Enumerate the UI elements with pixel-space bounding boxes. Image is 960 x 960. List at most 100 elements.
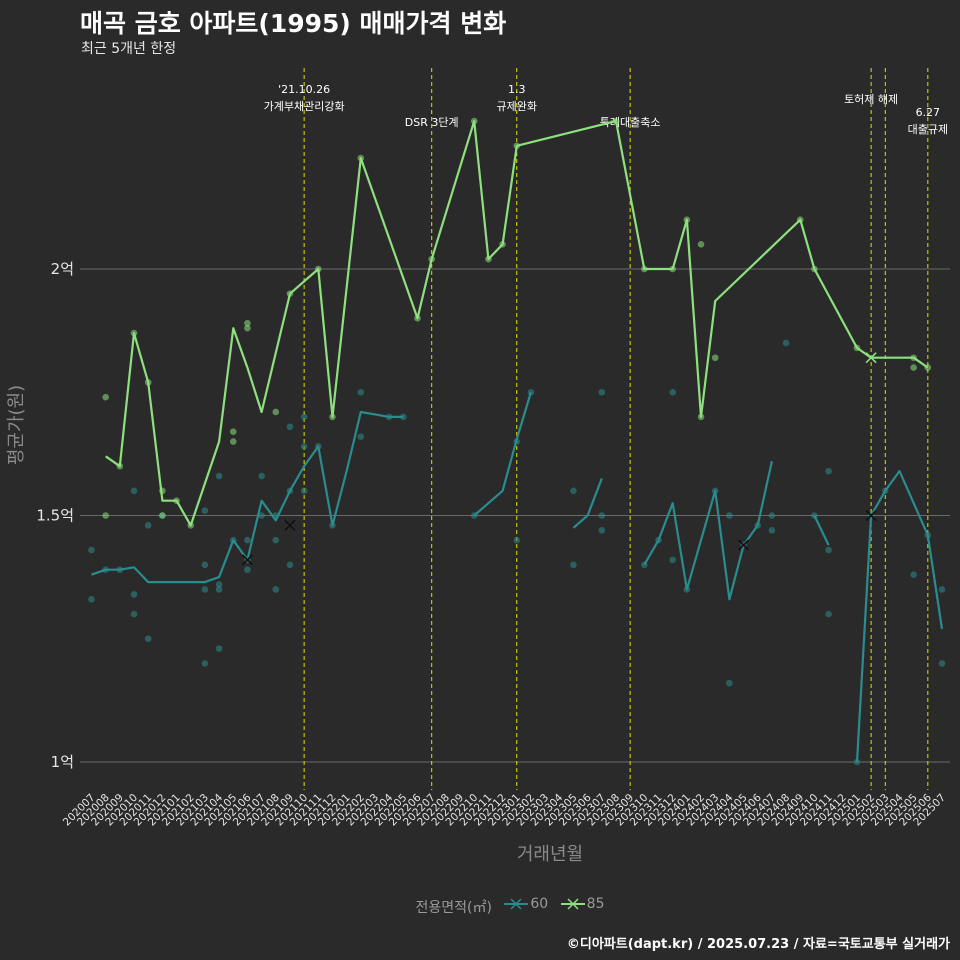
- data-point-60: [825, 546, 832, 554]
- data-point-60: [300, 487, 308, 495]
- data-point-85: [102, 512, 109, 519]
- data-point-60: [910, 571, 917, 578]
- y-axis-title: 평균가(원): [6, 385, 27, 465]
- legend-key-60: [504, 898, 529, 910]
- x-marker-stroke: [865, 509, 877, 522]
- data-point-60: [144, 522, 152, 529]
- x-marker-60: [241, 554, 253, 566]
- data-point-60: [201, 561, 209, 569]
- event-label: '21.10.26: [278, 83, 330, 96]
- data-point-60: [244, 536, 251, 544]
- chart-subtitle: 최근 5개년 한정: [81, 41, 177, 57]
- data-point-60: [258, 512, 265, 519]
- data-point-60: [215, 586, 223, 593]
- data-point-60: [300, 413, 308, 421]
- data-point-60: [768, 512, 776, 519]
- data-point-85: [244, 319, 251, 327]
- data-point-60: [272, 536, 280, 544]
- series-line-60: [91, 410, 404, 584]
- x-marker-60: [737, 539, 750, 551]
- series-line-60: [643, 461, 773, 601]
- data-point-60: [825, 610, 832, 618]
- data-point-60: [513, 536, 521, 544]
- chart-title: 매곡 금호 아파트(1995) 매매가격 변화: [80, 9, 507, 38]
- x-marker-stroke: [865, 352, 877, 364]
- data-point-60: [130, 487, 138, 495]
- data-point-60: [300, 443, 308, 450]
- data-point-60: [244, 566, 251, 574]
- data-point-60: [938, 586, 946, 593]
- series-line-60: [813, 515, 830, 546]
- x-marker-stroke: [737, 539, 750, 551]
- data-point-60: [570, 561, 577, 569]
- data-point-85: [229, 428, 237, 435]
- x-axis-title: 거래년월: [517, 844, 583, 865]
- data-point-60: [130, 591, 138, 598]
- event-label: 대출규제: [908, 123, 948, 136]
- legend-item-60: 60: [502, 896, 548, 912]
- data-point-60: [768, 526, 776, 534]
- x-marker-stroke: [284, 519, 296, 531]
- data-point-60: [938, 660, 946, 667]
- data-point-60: [357, 433, 365, 440]
- legend-item-85: 85: [559, 896, 605, 912]
- data-point-60: [201, 507, 209, 514]
- data-point-60: [782, 339, 790, 347]
- data-point-85: [697, 241, 705, 248]
- x-marker-60: [284, 519, 296, 531]
- data-point-60: [570, 487, 577, 495]
- data-point-60: [144, 635, 152, 643]
- data-point-85: [910, 364, 917, 371]
- data-point-60: [88, 546, 95, 554]
- x-marker-60: [865, 509, 877, 522]
- data-point-60: [726, 679, 733, 687]
- data-point-60: [598, 512, 606, 519]
- data-point-60: [853, 758, 861, 766]
- data-point-60: [598, 526, 606, 534]
- x-marker-85: [865, 352, 877, 364]
- source-caption: ©디아파트(dapt.kr) / 2025.07.23 / 자료=국토교통부 실…: [566, 937, 950, 952]
- series-line-60: [473, 391, 532, 517]
- data-point-85: [244, 324, 251, 332]
- data-point-60: [201, 586, 209, 593]
- data-point-60: [598, 388, 606, 396]
- series-line-60: [572, 478, 603, 529]
- y-tick-label: 1억: [51, 753, 74, 771]
- legend-label-60: 60: [530, 896, 549, 912]
- data-point-60: [357, 388, 365, 396]
- data-point-85: [711, 354, 719, 362]
- data-point-60: [88, 596, 95, 603]
- legend-label-85: 85: [586, 896, 605, 912]
- legend: 전용면적(㎡) 60 85: [0, 896, 960, 917]
- data-point-85: [229, 438, 237, 445]
- series-line-85: [105, 119, 929, 527]
- data-point-60: [825, 467, 832, 475]
- data-point-60: [258, 472, 265, 480]
- data-point-60: [272, 586, 280, 593]
- data-point-60: [215, 581, 223, 588]
- y-tick-label: 1.5억: [36, 507, 74, 525]
- data-point-60: [286, 561, 294, 569]
- legend-key-85: [560, 898, 585, 910]
- event-label: 1.3: [508, 83, 526, 96]
- data-point-60: [669, 388, 676, 396]
- data-point-85: [102, 393, 109, 401]
- data-point-85: [272, 408, 280, 416]
- y-tick-label: 2억: [51, 260, 74, 278]
- data-point-60: [215, 472, 223, 480]
- data-point-60: [726, 512, 733, 519]
- data-point-60: [130, 610, 138, 618]
- data-point-60: [669, 556, 676, 564]
- event-label: 6.27: [916, 106, 941, 119]
- data-point-60: [201, 660, 209, 667]
- legend-title: 전용면적(㎡): [415, 900, 492, 916]
- event-label: 규제완화: [497, 100, 537, 113]
- event-label: 가계부채관리강화: [264, 100, 345, 113]
- data-point-60: [286, 423, 294, 431]
- event-label: DSR 3단계: [405, 116, 459, 129]
- data-point-85: [159, 512, 166, 519]
- data-point-60: [215, 645, 223, 652]
- event-label: 토허제 해제: [844, 92, 898, 106]
- x-marker-stroke: [241, 554, 253, 566]
